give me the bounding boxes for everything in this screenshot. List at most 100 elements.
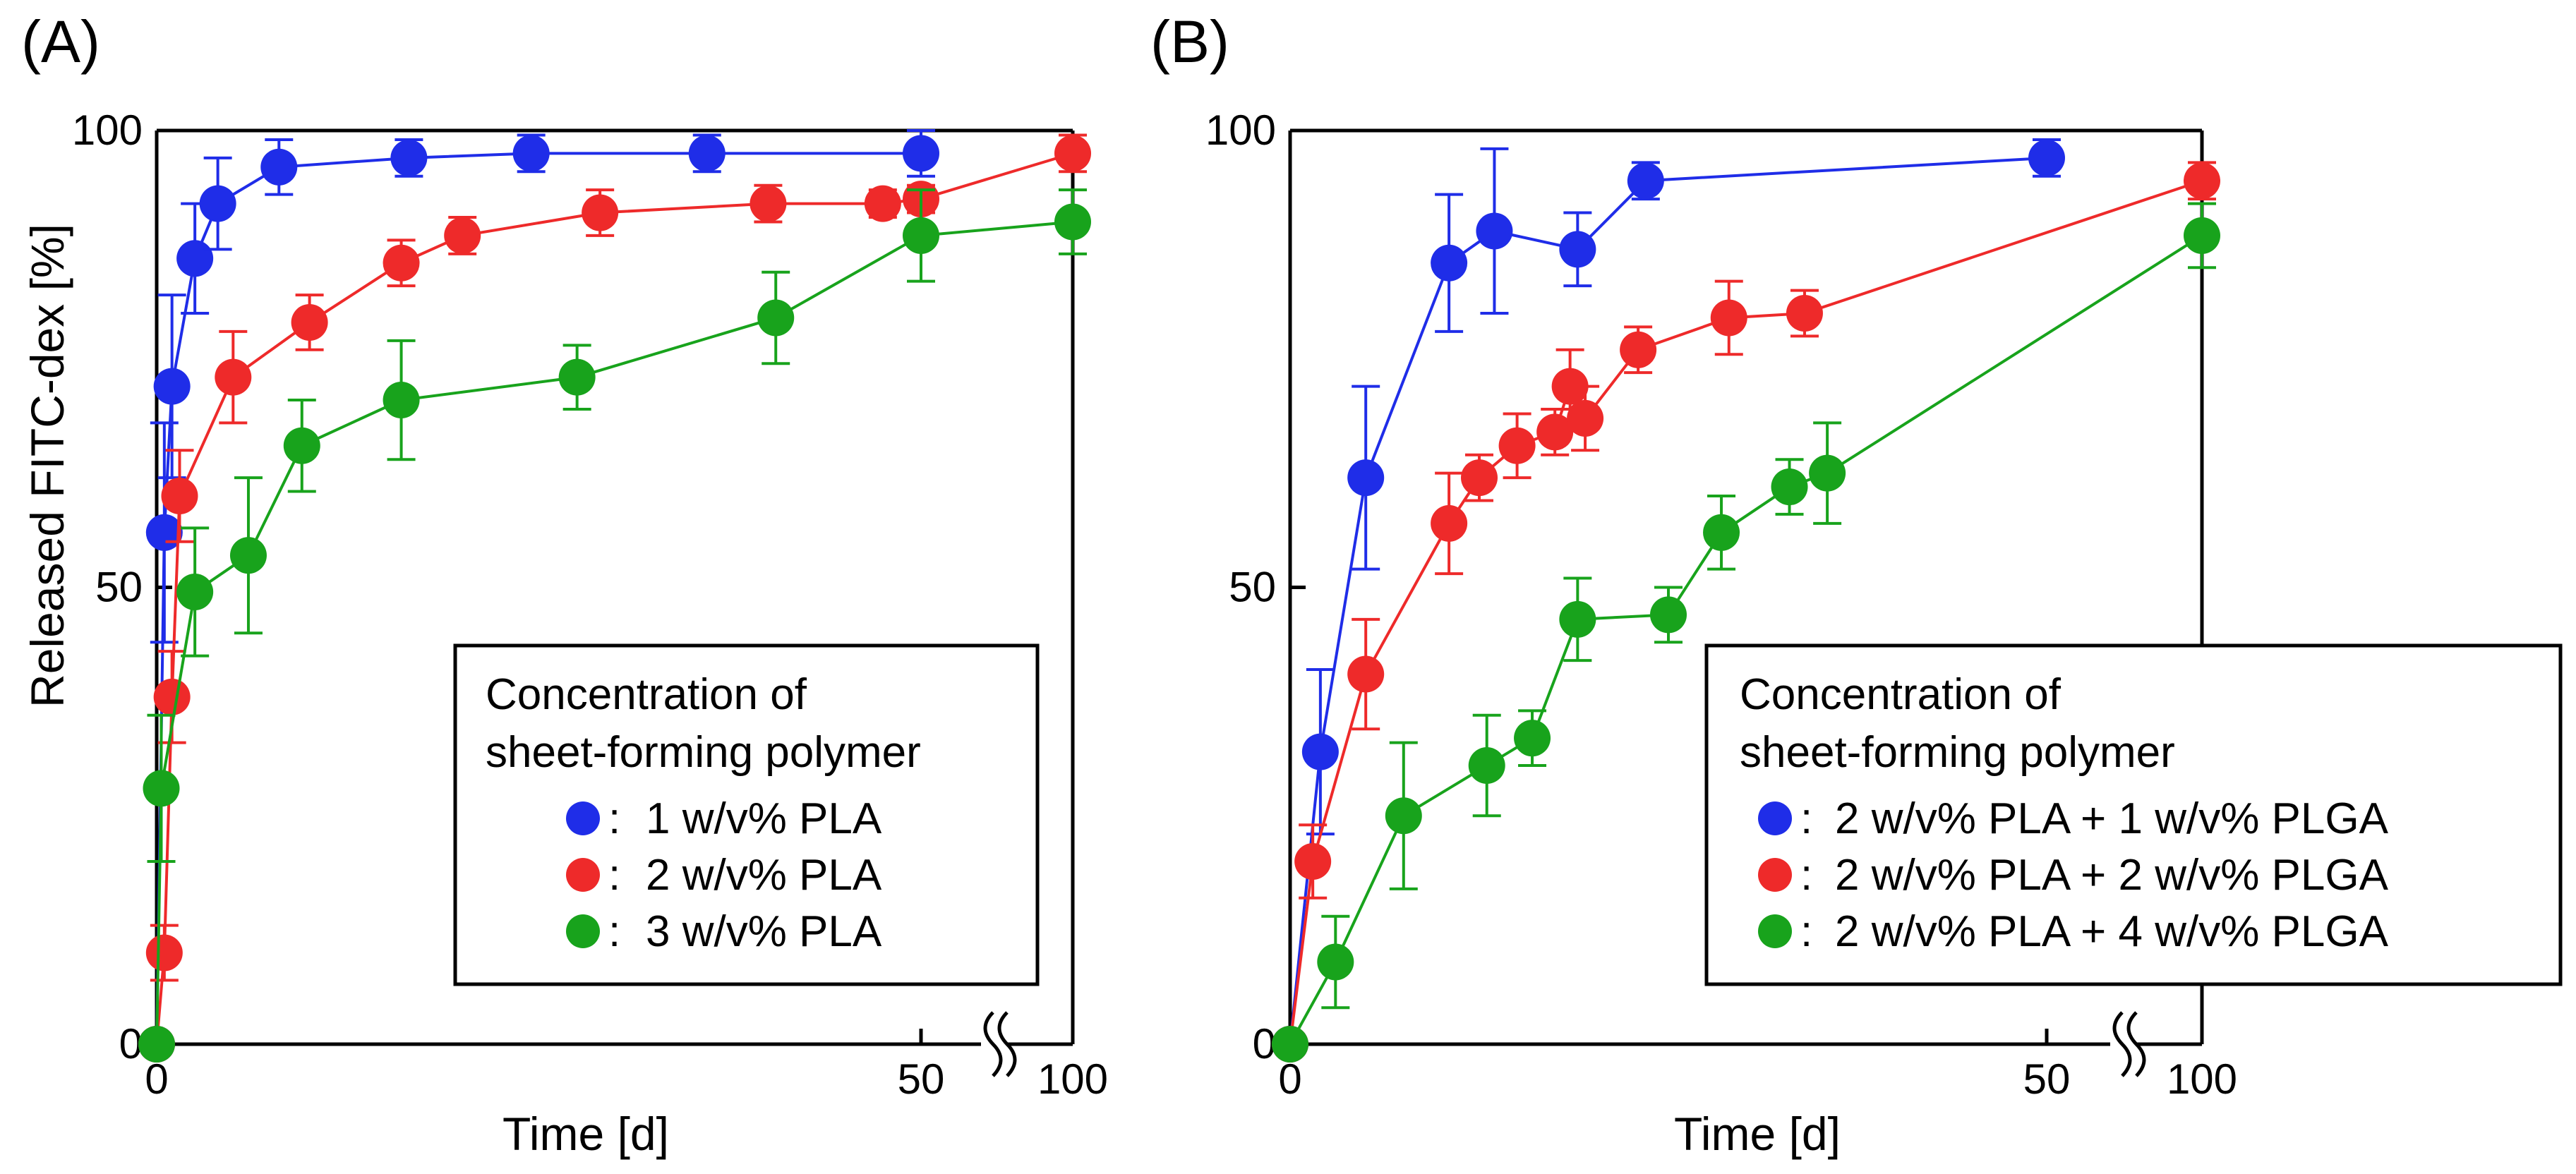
legend-marker-blue <box>1758 801 1792 835</box>
data-point-red <box>145 934 183 972</box>
y-tick-label: 50 <box>1229 564 1276 611</box>
panel-label-b: (B) <box>1150 8 1229 75</box>
panel-label-a: (A) <box>21 8 100 75</box>
x-axis-break-icon <box>997 1011 1017 1077</box>
data-point-blue <box>153 368 191 405</box>
data-point-blue <box>688 135 726 172</box>
legend-entry-1: 2 w/v% PLA + 1 w/v% PLGA <box>1835 794 2389 843</box>
legend-box <box>1704 643 2563 986</box>
legend-title-line-2: sheet-forming polymer <box>1740 728 2175 777</box>
legend-b: Concentration of sheet-forming polymer :… <box>1704 643 2563 986</box>
x-tick-label: 100 <box>1037 1055 1108 1103</box>
chart-panel-a: (A) Released FITC-dex [%] Time [d] 0 50 10… <box>21 8 1108 1160</box>
data-point-red <box>1347 655 1385 693</box>
data-point-blue <box>512 135 550 172</box>
legend-a: Concentration of sheet-forming polymer :… <box>453 643 1040 986</box>
data-point-blue <box>176 240 214 277</box>
data-point-red <box>1498 427 1536 464</box>
y-tick-label: 100 <box>72 107 143 154</box>
legend-box <box>453 643 1040 986</box>
data-point-green <box>1771 468 1808 506</box>
legend-title-line-2: sheet-forming polymer <box>486 728 921 777</box>
data-point-red <box>1567 399 1604 437</box>
legend-colon: : <box>1800 907 1812 956</box>
x-axis-break-icon <box>983 1011 1003 1077</box>
data-point-red <box>161 478 198 514</box>
data-point-green <box>1468 747 1505 785</box>
x-tick-label: 0 <box>1278 1055 1301 1103</box>
data-point-blue <box>390 139 428 176</box>
x-tick-label: 50 <box>898 1055 945 1103</box>
legend-entry-1: 1 w/v% PLA <box>646 794 882 843</box>
x-axis-break-icon <box>2112 1011 2132 1077</box>
data-point-red <box>1551 368 1589 405</box>
series-line-blue <box>155 152 921 1045</box>
data-point-red <box>153 678 191 715</box>
data-point-red <box>215 358 252 396</box>
data-point-green <box>143 770 180 807</box>
data-point-blue <box>199 185 236 222</box>
data-point-red <box>291 303 328 341</box>
legend-entry-3: 3 w/v% PLA <box>646 907 882 956</box>
data-point-green <box>1650 596 1687 634</box>
data-point-red <box>582 194 619 231</box>
data-point-green <box>1317 943 1354 981</box>
data-point-red <box>444 217 481 254</box>
data-point-blue <box>1627 162 1664 200</box>
x-tick-label: 0 <box>145 1055 168 1103</box>
data-point-red <box>1710 299 1747 337</box>
legend-colon: : <box>1800 794 1812 843</box>
data-point-green <box>383 382 420 419</box>
data-point-red <box>1431 504 1468 542</box>
data-point-green <box>1703 514 1740 551</box>
x-tick-label: 100 <box>2167 1055 2237 1103</box>
data-point-blue <box>1476 212 1513 250</box>
y-tick-label: 100 <box>1205 107 1276 154</box>
data-point-red <box>2184 162 2220 200</box>
data-point-blue <box>1301 733 1339 770</box>
data-point-red <box>1786 295 1823 332</box>
data-point-green <box>558 358 596 396</box>
data-point-red <box>1461 459 1498 497</box>
x-axis-label-a: Time [d] <box>502 1108 669 1160</box>
legend-title-line-1: Concentration of <box>1740 670 2062 719</box>
data-point-blue <box>903 135 939 172</box>
data-point-blue <box>1347 459 1385 497</box>
data-point-blue <box>260 148 298 186</box>
legend-entry-3: 2 w/v% PLA + 4 w/v% PLGA <box>1835 907 2389 956</box>
legend-title-line-1: Concentration of <box>486 670 807 719</box>
data-point-red <box>383 244 420 282</box>
x-axis-break-icon <box>2126 1011 2146 1077</box>
data-point-red <box>1620 331 1657 368</box>
series-group-b <box>1272 138 2220 1063</box>
legend-colon: : <box>608 794 620 843</box>
data-point-green <box>2184 217 2220 254</box>
legend-marker-red <box>1758 858 1792 892</box>
legend-colon: : <box>608 907 620 956</box>
legend-colon: : <box>608 851 620 900</box>
data-point-green <box>1514 720 1551 757</box>
data-point-green <box>1054 203 1091 241</box>
data-point-green <box>757 299 795 337</box>
legend-entry-2: 2 w/v% PLA <box>646 851 882 900</box>
data-point-green <box>138 1026 175 1063</box>
data-point-red <box>750 185 787 222</box>
data-point-green <box>903 217 939 254</box>
data-point-green <box>1272 1026 1308 1063</box>
data-point-green <box>1385 797 1422 835</box>
data-point-blue <box>2028 139 2065 176</box>
legend-colon: : <box>1800 851 1812 900</box>
y-axis-label: Released FITC-dex [%] <box>21 224 73 708</box>
data-point-green <box>283 427 320 464</box>
legend-marker-green <box>1758 914 1792 948</box>
legend-marker-green <box>566 914 600 948</box>
series-group-a <box>138 129 1091 1063</box>
x-axis-label-b: Time [d] <box>1674 1108 1841 1160</box>
x-tick-label: 50 <box>2023 1055 2071 1103</box>
data-point-green <box>1809 454 1846 492</box>
legend-entry-2: 2 w/v% PLA + 2 w/v% PLGA <box>1835 851 2389 900</box>
y-tick-label: 50 <box>95 564 143 611</box>
